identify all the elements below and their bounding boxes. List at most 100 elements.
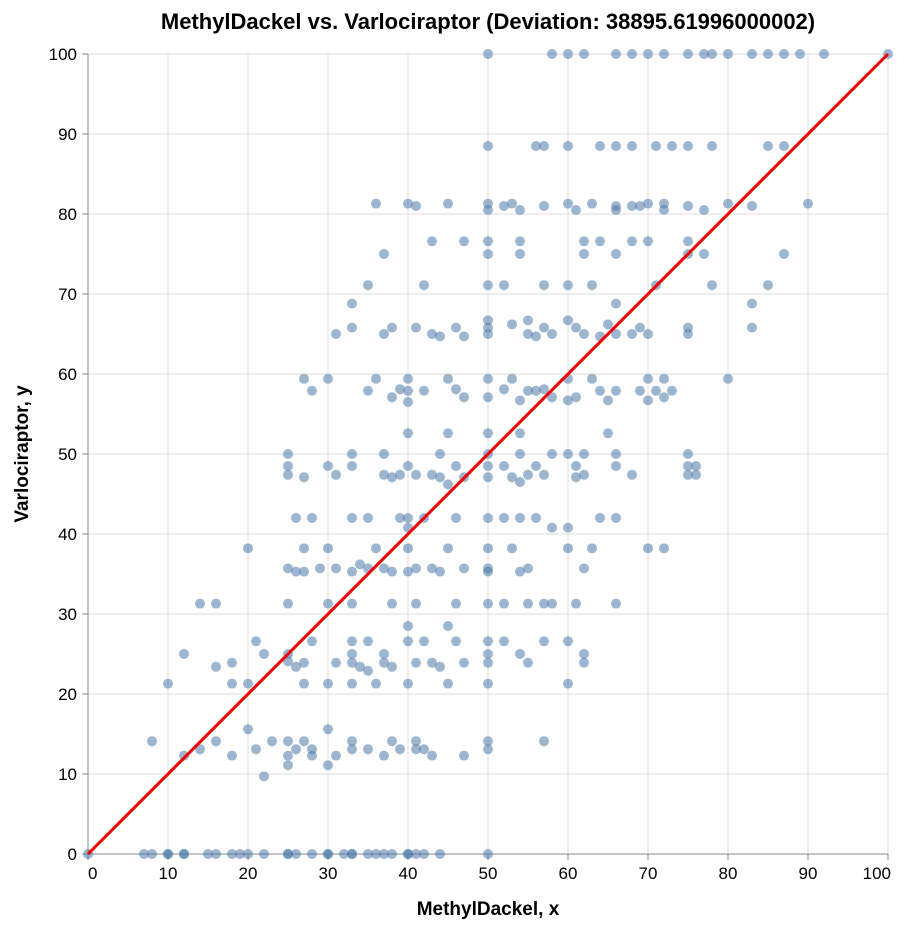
data-point [683,141,693,151]
data-point [411,201,421,211]
x-tick-label: 40 [399,864,418,883]
data-point [627,329,637,339]
data-point [291,744,301,755]
data-point [403,636,413,647]
data-point [411,736,421,747]
data-point [299,657,309,668]
data-point [707,141,717,151]
data-point [515,205,525,215]
data-point [483,322,493,333]
data-point [403,513,413,523]
data-point [515,649,525,659]
data-point [483,315,493,326]
data-point [571,205,581,215]
data-point [307,636,317,647]
data-point [643,236,653,247]
data-point [579,236,589,247]
data-point [747,49,757,59]
data-point [387,598,397,609]
data-point [179,649,189,659]
data-point [451,461,461,471]
x-tick-label: 30 [319,864,338,883]
data-point [427,469,437,480]
data-point [563,522,573,533]
data-point [331,329,341,339]
data-point [307,849,317,859]
x-tick-label: 20 [239,864,258,883]
data-point [643,49,653,59]
points-layer [83,49,893,859]
data-point [387,322,397,333]
data-point [643,395,653,406]
data-point [483,373,493,384]
data-point [579,469,589,480]
data-point [339,849,349,859]
data-point [363,513,373,523]
data-point [419,744,429,755]
data-point [451,322,461,333]
data-point [435,566,445,577]
axis-layer: 0 10 20 30 40 50 60 70 80 90 100 0 10 20 30 40 50 60 70 80 9… [49,45,891,883]
data-point [507,373,517,384]
data-point [515,566,525,577]
data-point [547,49,557,59]
data-point [563,678,573,689]
data-point [259,771,269,782]
data-point [435,849,445,859]
data-point [747,322,757,333]
chart-title: MethylDackel vs. Varlociraptor (Deviatio… [161,9,815,34]
data-point [379,249,389,259]
data-point [251,636,261,647]
data-point [667,385,677,396]
data-point [291,661,301,672]
data-point [331,750,341,761]
data-point [283,563,293,574]
data-point [283,656,293,667]
data-point [563,280,573,291]
data-point [235,849,245,859]
data-point [763,280,773,291]
data-point [683,449,693,459]
data-point [595,236,605,247]
data-point [531,331,541,342]
reference-line [86,52,890,856]
data-point [483,678,493,689]
data-point [403,397,413,407]
data-point [483,849,493,859]
data-point [363,636,373,647]
data-point [379,469,389,480]
data-point [667,141,677,151]
data-point [379,750,389,761]
data-point [763,141,773,151]
x-tick-label: 100 [863,864,891,883]
data-point [443,543,453,554]
data-point [283,750,293,761]
data-point [523,657,533,668]
data-point [387,849,397,859]
data-point [379,449,389,459]
data-point [363,849,373,859]
data-point [539,598,549,609]
data-point [315,563,325,574]
data-point [331,657,341,668]
data-point [419,280,429,291]
data-point [531,385,541,396]
data-point [163,849,173,859]
data-point [323,461,333,471]
data-point [195,598,205,609]
data-point [571,461,581,471]
data-point [611,449,621,459]
data-point [539,141,549,151]
data-point [483,736,493,747]
data-point [547,449,557,459]
data-point [387,472,397,483]
data-point [483,198,493,209]
data-point [611,249,621,259]
data-point [587,280,597,291]
data-point [747,298,757,309]
data-point [747,201,757,211]
data-point [499,384,509,395]
data-point [267,736,277,747]
data-point [411,598,421,609]
data-point [459,657,469,668]
